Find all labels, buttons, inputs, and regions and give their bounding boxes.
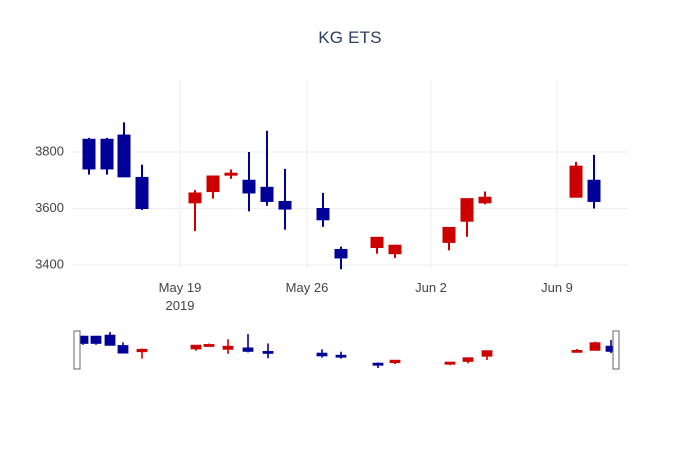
candlestick-body (587, 179, 601, 202)
range-slider-candlestick (242, 334, 254, 353)
candlestick[interactable] (260, 130, 274, 206)
range-slider-candlestick (90, 335, 102, 345)
range-slider-body (117, 345, 129, 354)
candlestick-body (224, 172, 238, 176)
range-slider[interactable] (72, 328, 628, 372)
candlestick-body (388, 244, 402, 255)
range-slider-body (316, 352, 328, 357)
candlestick[interactable] (478, 191, 492, 205)
x-tick-label-0: May 19 (159, 280, 202, 295)
range-slider-candlestick (222, 339, 234, 354)
chart-title: KG ETS (318, 28, 382, 47)
candlestick[interactable] (224, 169, 238, 179)
range-slider-body (242, 347, 254, 352)
range-slider-candlestick (316, 349, 328, 358)
candlestick[interactable] (135, 164, 149, 210)
x-tick-year-label: 2019 (166, 298, 195, 313)
candlestick[interactable] (82, 137, 96, 175)
range-slider-candlestick (372, 362, 384, 368)
candlestick[interactable] (442, 226, 456, 251)
candlestick[interactable] (316, 192, 330, 227)
candlestick[interactable] (569, 161, 583, 198)
candlestick-body (460, 198, 474, 222)
range-slider-candlestick (117, 342, 129, 354)
candlestick-body (242, 179, 256, 194)
range-slider-candlestick (462, 357, 474, 364)
candlestick[interactable] (388, 244, 402, 258)
range-slider-body (481, 350, 493, 357)
candlestick-body (117, 134, 131, 178)
range-slider-body (372, 362, 384, 366)
candlestick[interactable] (206, 175, 220, 199)
range-slider-candlestick (262, 343, 274, 359)
range-slider-candlestick (190, 344, 202, 351)
range-slider-body (190, 344, 202, 350)
gridlines-group (72, 80, 628, 268)
range-slider-body (90, 335, 102, 344)
range-slider-body (222, 345, 234, 350)
x-tick-label-3: Jun 9 (541, 280, 573, 295)
range-slider-body (203, 344, 215, 347)
x-tick-label-2: Jun 2 (415, 280, 447, 295)
candlestick-body (370, 236, 384, 248)
candlestick-body (278, 200, 292, 210)
candlestick-body (206, 175, 220, 193)
candlestick[interactable] (278, 168, 292, 230)
range-slider-candlestick (335, 351, 347, 359)
candlestick[interactable] (117, 122, 131, 178)
range-slider-body (444, 361, 456, 365)
y-tick-label-3800: 3800 (35, 143, 64, 158)
candlestick[interactable] (587, 154, 601, 209)
candlestick-body (82, 138, 96, 170)
candlestick-body (135, 176, 149, 210)
candlestick-body (260, 186, 274, 202)
candlestick[interactable] (460, 198, 474, 237)
range-slider-background[interactable] (72, 328, 628, 372)
range-slider-body (571, 349, 583, 353)
candlestick[interactable] (242, 152, 256, 212)
candlestick-body (100, 138, 114, 170)
range-slider-candlestick (444, 361, 456, 366)
range-slider-body (104, 334, 116, 346)
range-slider-candlestick (589, 341, 601, 351)
candlestick-body (316, 208, 330, 221)
range-slider-candlestick (571, 348, 583, 353)
range-slider-candlestick (104, 332, 116, 346)
x-tick-label-1: May 26 (286, 280, 329, 295)
y-tick-label-3600: 3600 (35, 200, 64, 215)
candlestick-body (569, 165, 583, 198)
candlestick-body (334, 248, 348, 259)
y-axis-tick-labels: 3400 3600 3800 (35, 143, 64, 271)
candlestick-series[interactable] (82, 122, 601, 270)
range-slider-body (462, 357, 474, 362)
y-tick-label-3400: 3400 (35, 256, 64, 271)
candlestick[interactable] (334, 246, 348, 270)
candlestick-body (478, 196, 492, 204)
candlestick[interactable] (188, 190, 202, 232)
candlestick-body (188, 192, 202, 204)
range-slider-body (136, 348, 148, 353)
range-slider-body (335, 354, 347, 358)
range-slider-body (262, 350, 274, 354)
range-slider-handle-right[interactable] (612, 330, 620, 370)
candlestick[interactable] (370, 236, 384, 254)
range-slider-candlestick (481, 350, 493, 361)
range-slider-candlestick (203, 343, 215, 347)
candlestick[interactable] (100, 137, 114, 175)
range-slider-body (389, 359, 401, 364)
range-slider-body (589, 342, 601, 351)
range-slider-candlestick (136, 348, 148, 359)
x-axis-tick-labels: May 19 May 26 Jun 2 Jun 9 2019 (159, 280, 573, 313)
range-slider-candlestick (389, 359, 401, 365)
candlestick-body (442, 226, 456, 243)
range-slider-handle-left[interactable] (73, 330, 81, 370)
